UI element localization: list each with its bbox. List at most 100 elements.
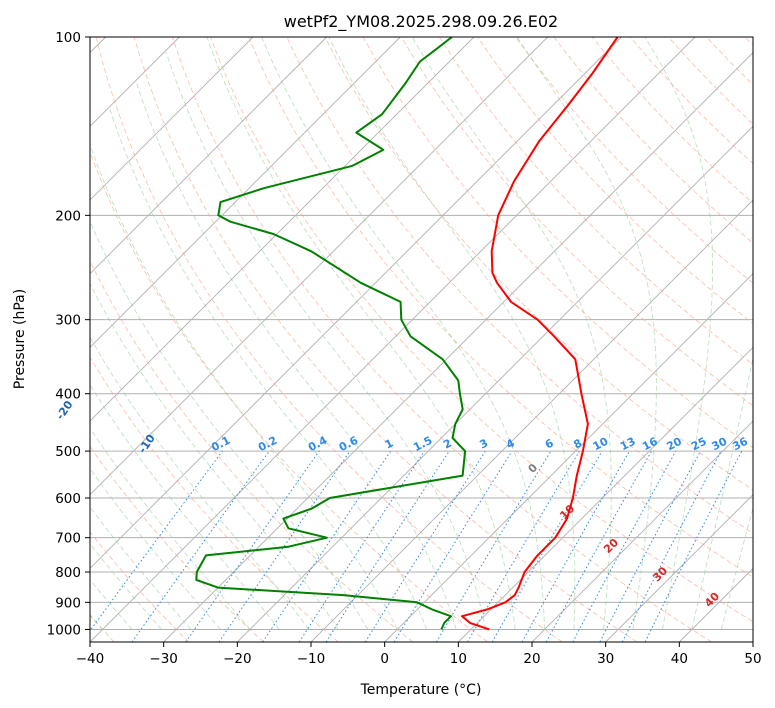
mixing-ratio-line [218,450,351,642]
moist-adiabat [90,143,398,630]
moist-adiabat [206,37,516,630]
y-tick-label: 700 [55,531,81,547]
moist-adiabat [90,506,192,630]
x-tick-label: 10 [450,651,467,667]
axis-ticks: −40 −30 −20 −10 0 10 20 30 40 5010020030040050060… [47,30,762,667]
dry-adiabat [477,37,753,325]
reference-line-labels: 0.10.20.40.611.52346810131620253036-100-… [0,366,750,610]
y-tick-label: 300 [55,313,81,329]
isotherm-line [90,37,254,201]
x-tick-label: 0 [380,651,389,667]
moist-adiabat [644,37,713,630]
moist-adiabat [261,37,546,630]
isotherm-line [752,641,753,642]
isotherm-line [605,494,753,642]
mixing-ratio-line [467,450,580,642]
dry-adiabat [90,150,488,642]
mixing-ratio-line [131,450,270,642]
y-tick-label: 1000 [47,622,81,638]
dry-adiabat [210,37,753,623]
mixing-ratio-line [521,450,630,642]
moist-adiabat [90,427,251,630]
isotherm-line [90,37,622,569]
x-tick-label: 20 [523,651,540,667]
x-axis-label: Temperature (°C) [360,682,482,698]
mixing-ratio-label: 13 [618,435,638,454]
mixing-ratio-line [435,450,552,642]
dry-adiabat [90,259,414,642]
isotherm-line [90,37,548,496]
temperature-trace [461,37,619,631]
mixing-ratio-line [298,450,425,642]
isotherm-line [90,37,401,348]
moist-adiabat [90,220,369,630]
isotherm-line [90,37,696,642]
isotherm-line [163,52,753,642]
mixing-ratio-line [644,450,743,642]
dry-adiabat-label: -30 [0,366,1,390]
mixing-ratio-label: 16 [640,435,660,454]
isotherm-line [237,125,753,642]
dry-adiabat [90,445,264,642]
moist-adiabat-label: 0 [526,461,541,476]
mixing-ratio-label: 6 [543,436,556,451]
mixing-ratio-line [572,450,677,642]
dry-adiabat [362,37,753,449]
mixing-ratio-line [325,450,450,642]
mixing-ratio-line [262,450,392,642]
mixing-ratio-label: 4 [504,436,517,451]
mixing-ratio-line [393,450,513,642]
moist-adiabat-label: 40 [702,590,722,610]
x-tick-label: −30 [149,651,178,667]
mixing-ratio-label: 30 [710,435,730,454]
mixing-ratio-label: 3 [477,436,490,451]
y-tick-label: 900 [55,595,81,611]
moist-adiabat [516,37,657,630]
y-axis-label: Pressure (hPa) [12,289,28,389]
x-tick-label: 50 [744,651,761,667]
y-tick-label: 100 [55,30,81,46]
dry-adiabat [515,37,753,284]
moist-adiabat [136,83,457,630]
dry-adiabat [439,37,753,365]
dry-adiabat [133,37,638,642]
dry-adiabat [668,37,753,125]
isotherm-line [531,420,753,642]
moist-adiabat [720,506,753,630]
dry-adiabat [171,37,712,642]
mixing-ratio-label: 10 [591,435,611,454]
x-tick-label: 40 [671,651,688,667]
y-tick-label: 200 [55,208,81,224]
moist-adiabat [90,578,133,630]
isotherm-line [384,273,753,642]
mixing-ratio-label: 1 [383,436,396,451]
y-tick-label: 500 [55,444,81,460]
dry-adiabat [90,531,190,642]
dry-adiabat [400,37,753,407]
dry-adiabat [591,37,753,204]
mixing-ratio-line [621,450,722,642]
isotherm-line [90,37,327,275]
y-tick-label: 800 [55,565,81,581]
moist-adiabat [691,355,753,630]
dewpoint-trace [195,37,467,630]
mixing-ratio-label: 36 [730,435,750,454]
moist-adiabat [165,51,487,630]
dry-adiabat [706,37,753,86]
moist-adiabat [328,37,576,630]
mixing-ratio-line [185,450,320,642]
chart-title: wetPf2_YM08.2025.298.09.26.E02 [284,12,558,32]
x-tick-label: −10 [297,651,326,667]
isotherm-line [458,346,753,642]
y-tick-label: 400 [55,387,81,403]
y-tick-label: 600 [55,491,81,507]
x-tick-label: −20 [223,651,252,667]
dry-adiabat [248,37,753,578]
dry-adiabat [90,356,339,642]
dry-adiabat [95,37,563,642]
moist-adiabat [109,108,428,630]
isotherm-line [679,567,753,642]
sounding-traces [195,37,619,631]
moist-adiabat [90,282,339,630]
